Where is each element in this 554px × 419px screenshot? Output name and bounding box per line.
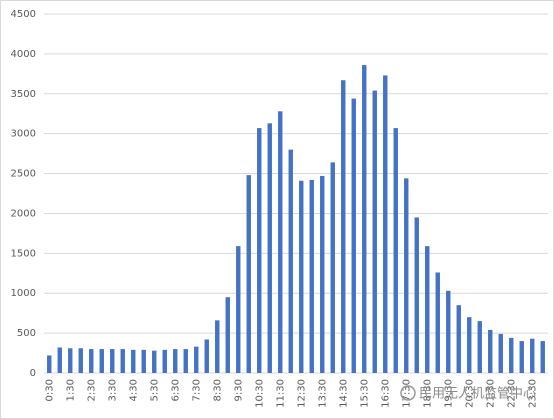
watermark-text: 民用无人机监管中心 bbox=[419, 387, 536, 402]
bar bbox=[509, 337, 514, 373]
bar bbox=[78, 348, 83, 373]
bar bbox=[68, 348, 73, 373]
bar bbox=[320, 175, 325, 373]
bar bbox=[477, 321, 482, 373]
bar bbox=[372, 90, 377, 373]
y-tick-label: 3000 bbox=[11, 129, 36, 140]
y-tick-label: 0 bbox=[30, 368, 36, 379]
x-tick-label: 15:30 bbox=[359, 379, 370, 408]
y-tick-label: 1000 bbox=[11, 288, 36, 299]
x-tick-label: 13:30 bbox=[317, 379, 328, 408]
y-tick-label: 2500 bbox=[11, 169, 36, 180]
bar bbox=[446, 290, 451, 373]
bar bbox=[215, 320, 220, 373]
y-tick-label: 3500 bbox=[11, 89, 36, 100]
x-tick-label: 17:30 bbox=[401, 379, 412, 408]
x-tick-label: 7:30 bbox=[191, 379, 202, 401]
bar bbox=[236, 246, 241, 373]
x-tick-label: 20:30 bbox=[464, 379, 475, 408]
bar bbox=[362, 65, 367, 374]
bar bbox=[456, 305, 461, 373]
x-tick-label: 2:30 bbox=[86, 379, 97, 401]
bar bbox=[152, 350, 157, 373]
x-tick-label: 10:30 bbox=[254, 379, 265, 408]
bar bbox=[89, 349, 94, 373]
bar bbox=[194, 346, 199, 373]
bar bbox=[120, 349, 125, 373]
bar bbox=[519, 341, 524, 373]
bar bbox=[173, 349, 178, 373]
x-tick-label: 23:30 bbox=[527, 379, 538, 408]
x-tick-label: 21:30 bbox=[485, 379, 496, 408]
x-tick-label: 22:30 bbox=[506, 379, 517, 408]
bar bbox=[288, 149, 293, 373]
x-tick-label: 4:30 bbox=[128, 379, 139, 401]
bar bbox=[225, 297, 230, 373]
x-tick-label: 18:30 bbox=[422, 379, 433, 408]
x-tick-label: 19:30 bbox=[443, 379, 454, 408]
bar bbox=[309, 179, 314, 373]
bar bbox=[110, 349, 115, 373]
bar bbox=[540, 341, 545, 373]
bar bbox=[183, 349, 188, 373]
x-tick-label: 5:30 bbox=[149, 379, 160, 401]
bar bbox=[341, 80, 346, 374]
bar bbox=[435, 272, 440, 373]
x-tick-label: 11:30 bbox=[275, 379, 286, 408]
bar bbox=[498, 333, 503, 373]
y-tick-label: 1500 bbox=[11, 248, 36, 259]
bar bbox=[278, 111, 283, 373]
bar bbox=[57, 347, 62, 373]
bar bbox=[330, 162, 335, 373]
bar bbox=[414, 217, 419, 373]
bar bbox=[204, 339, 209, 373]
x-tick-label: 1:30 bbox=[65, 379, 76, 401]
bar bbox=[131, 349, 136, 373]
y-tick-label: 2000 bbox=[11, 208, 36, 219]
x-tick-label: 0:30 bbox=[44, 379, 55, 401]
bar bbox=[404, 178, 409, 373]
y-tick-label: 500 bbox=[17, 328, 36, 339]
bar bbox=[467, 317, 472, 373]
bar bbox=[99, 349, 104, 373]
x-tick-label: 8:30 bbox=[212, 379, 223, 401]
bar bbox=[299, 180, 304, 373]
bar bbox=[488, 329, 493, 373]
bar bbox=[141, 349, 146, 373]
watermark: 民用无人机监管中心 bbox=[400, 385, 536, 402]
x-tick-label: 12:30 bbox=[296, 379, 307, 408]
bar bbox=[162, 349, 167, 373]
bar bbox=[530, 338, 535, 373]
y-tick-label: 4000 bbox=[11, 49, 36, 60]
bar bbox=[351, 98, 356, 373]
x-tick-label: 9:30 bbox=[233, 379, 244, 401]
bar bbox=[393, 128, 398, 373]
x-tick-label: 14:30 bbox=[338, 379, 349, 408]
bar bbox=[257, 128, 262, 373]
x-tick-label: 3:30 bbox=[107, 379, 118, 401]
bar bbox=[425, 246, 430, 373]
x-tick-label: 16:30 bbox=[380, 379, 391, 408]
y-tick-label: 4500 bbox=[11, 9, 36, 20]
bar bbox=[267, 123, 272, 373]
bar bbox=[383, 75, 388, 373]
x-tick-label: 6:30 bbox=[170, 379, 181, 401]
watermark-icon bbox=[400, 385, 416, 401]
bar bbox=[246, 175, 251, 373]
bar bbox=[47, 355, 52, 373]
